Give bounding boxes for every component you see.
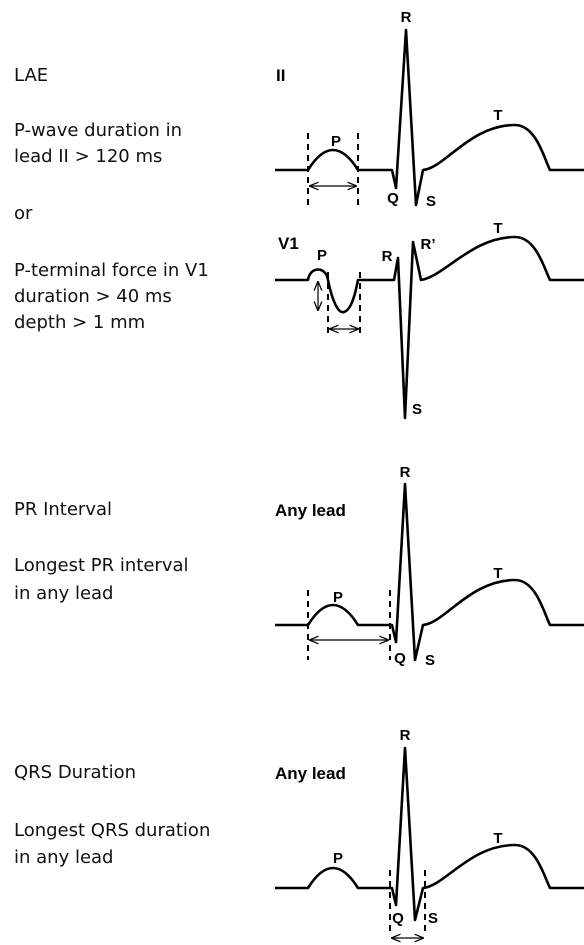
connector: or [14,203,33,224]
lead-name: Any lead [275,764,346,783]
wave-label: T [493,220,502,237]
wave-label: S [412,401,422,418]
ecg-trace [275,746,584,922]
wave-label: R [382,248,393,265]
criteria-line: Longest PR interval [14,555,189,576]
criteria-line: in any lead [14,583,113,604]
section-title: PR Interval [14,499,112,520]
wave-label: S [426,193,436,210]
lead-name: II [276,66,285,85]
ecg-trace [275,482,584,662]
criteria-line: duration > 40 ms [14,286,172,307]
criteria-line: depth > 1 mm [14,312,145,333]
section-title: QRS Duration [14,762,136,783]
criteria-line: P-wave duration in [14,120,182,141]
wave-label: P [333,589,343,606]
criteria-line: in any lead [14,847,113,868]
criteria-line: Longest QRS duration [14,820,210,841]
lead-name: V1 [278,234,299,253]
wave-label: Q [387,190,399,207]
wave-label: S [428,910,438,927]
ecg-trace [275,235,584,420]
criteria-line: lead II > 120 ms [14,146,162,167]
ecg-trace [275,28,584,207]
wave-label: R [400,727,411,744]
wave-label: R [400,464,411,481]
wave-label: R’ [421,236,436,253]
criteria-line: P-terminal force in V1 [14,260,209,281]
wave-label: T [493,565,502,582]
section-title: LAE [14,65,48,86]
wave-label: Q [394,650,406,667]
wave-label: Q [392,910,404,927]
wave-label: T [493,830,502,847]
wave-label: P [333,850,343,867]
wave-label: T [493,107,502,124]
wave-label: R [401,9,412,26]
wave-label: P [331,133,341,150]
wave-label: P [317,247,327,264]
lead-name: Any lead [275,501,346,520]
wave-label: S [425,652,435,669]
